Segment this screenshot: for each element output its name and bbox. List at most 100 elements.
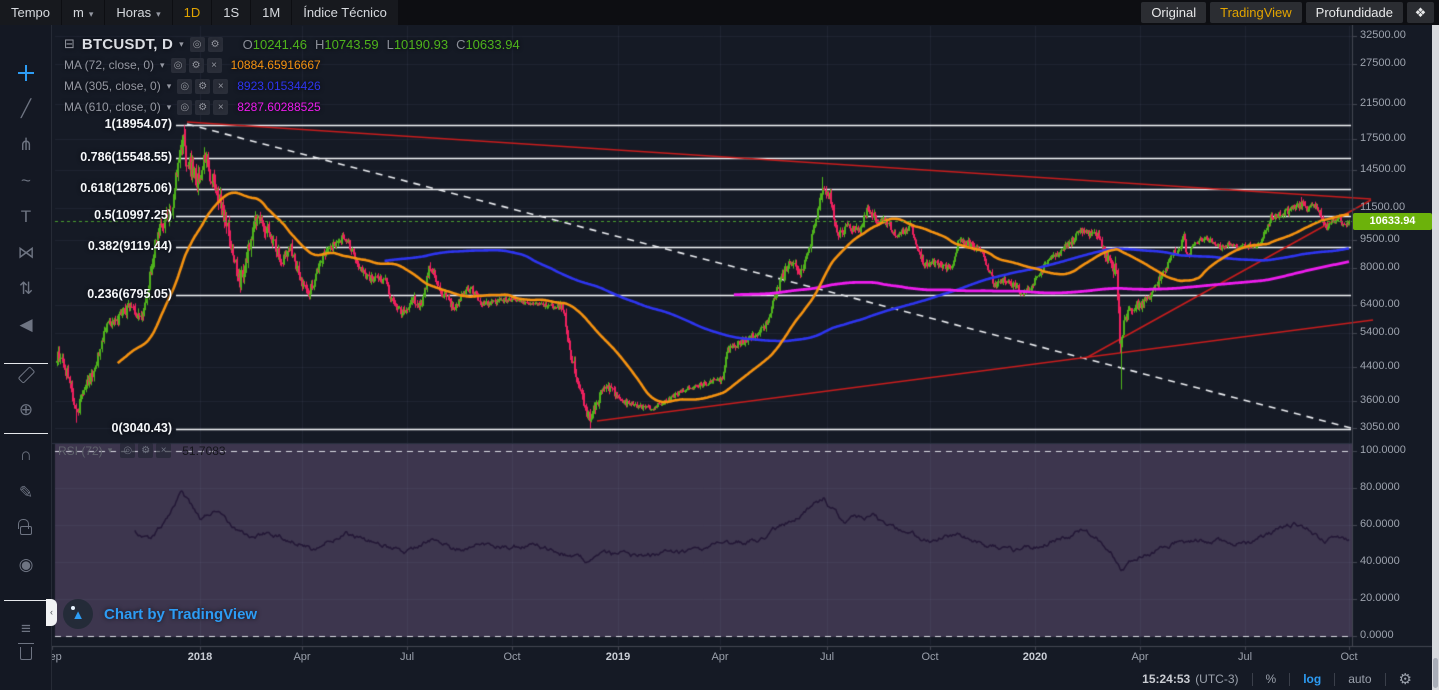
ma-hide-icon[interactable]: ◎ (177, 99, 193, 115)
gann-fib-tools-icon: ⋔ (18, 135, 34, 154)
price-tick-label: 21500.00 (1360, 97, 1406, 110)
ma-close-icon[interactable]: × (213, 78, 229, 94)
percent-scale-toggle[interactable]: % (1265, 672, 1277, 686)
time-tick-label: Apr (293, 651, 311, 663)
ma-value: 8923.01534426 (237, 79, 321, 93)
clock-time: 15:24:53 (1142, 672, 1191, 686)
topbar-item-label: Horas (116, 5, 152, 20)
tool-hide-drawings[interactable]: ◉ (0, 552, 52, 578)
view-button-original[interactable]: Original (1141, 2, 1207, 23)
ohlc-key: C (456, 36, 466, 52)
log-scale-toggle[interactable]: log (1303, 672, 1322, 686)
tool-arrow-back[interactable]: ◀ (0, 312, 52, 338)
ma-hide-icon[interactable]: ◎ (170, 57, 186, 73)
time-tick-label: Jul (399, 651, 415, 663)
scrollbar-thumb[interactable] (1433, 658, 1438, 688)
brush-icon: ~ (21, 171, 31, 190)
tool-trend-line[interactable]: ╱ (0, 96, 52, 122)
tool-magnet[interactable]: ∩ (0, 442, 52, 468)
toolbar-collapse-handle[interactable]: ‹ (46, 599, 57, 626)
ma-close-icon[interactable]: × (206, 57, 222, 73)
timezone[interactable]: (UTC-3) (1195, 672, 1239, 686)
topbar-item-indice-tecnico[interactable]: Índice Técnico (292, 0, 398, 25)
trend-line-icon: ╱ (20, 99, 32, 118)
tool-xabcd-pattern[interactable]: ⋈ (0, 240, 52, 266)
price-tick-label: 9500.00 (1360, 232, 1400, 245)
price-tick-label: 6400.00 (1360, 298, 1400, 311)
tradingview-branding[interactable]: ▲ Chart by TradingView (63, 599, 257, 629)
auto-scale-toggle[interactable]: auto (1348, 672, 1372, 686)
fib-level-label: 0.786(15548.55) (80, 150, 172, 165)
price-tick-label: 3600.00 (1360, 393, 1400, 406)
topbar-item-1s[interactable]: 1S (212, 0, 251, 25)
gear-icon[interactable]: ⚙ (1398, 671, 1412, 688)
fullscreen-icon[interactable]: ❖ (1407, 2, 1434, 23)
topbar-item-label: Índice Técnico (303, 5, 387, 20)
tool-text-tool[interactable]: T (0, 204, 52, 230)
collapse-pane-icon[interactable]: ⊟ (64, 36, 75, 51)
topbar-item-horas[interactable]: Horas ▾ (105, 0, 172, 25)
price-tick-label: 17500.00 (1360, 131, 1406, 144)
fib-level-label: 0.618(12875.06) (80, 181, 172, 196)
tool-remove-drawings[interactable] (0, 640, 52, 666)
tool-crosshair[interactable] (0, 59, 52, 85)
ma-close-icon[interactable]: × (213, 99, 229, 115)
tool-gann-fib-tools[interactable]: ⋔ (0, 132, 52, 158)
ma-settings-icon[interactable]: ⚙ (195, 78, 211, 94)
chevron-down-icon[interactable]: ▾ (166, 101, 172, 112)
tool-forecast-position[interactable]: ⇅ (0, 276, 52, 302)
topbar-item-label: 1D (183, 5, 201, 20)
tool-brush[interactable]: ~ (0, 168, 52, 194)
chart-legend: ⊟ BTCUSDT, D ▾ ◎ ⚙ O10241.46 H10743.59 L10190.9… (64, 34, 520, 118)
topbar-item-label: Tempo (11, 5, 51, 20)
xabcd-pattern-icon: ⋈ (17, 243, 35, 262)
topbar-item-tempo: Tempo (0, 0, 62, 25)
arrow-back-icon: ◀ (19, 315, 33, 334)
topbar-item-1m[interactable]: 1M (251, 0, 292, 25)
symbol-hide-icon[interactable]: ◎ (189, 36, 205, 52)
chevron-down-icon[interactable]: ▾ (107, 445, 113, 455)
rsi-hide-icon[interactable]: ◎ (120, 443, 136, 458)
chevron-down-icon[interactable]: ▾ (179, 38, 184, 49)
drawing-sync-icon: ✎ (18, 483, 34, 502)
branding-text[interactable]: Chart by TradingView (104, 605, 258, 623)
tool-object-tree[interactable]: ≡ (0, 616, 52, 642)
rsi-settings-icon[interactable]: ⚙ (138, 443, 154, 458)
price-tick-label: 8000.00 (1360, 261, 1400, 274)
price-tick-label: 27500.00 (1360, 56, 1406, 69)
page-scrollbar[interactable] (1432, 25, 1439, 690)
chevron-down-icon[interactable]: ▾ (166, 80, 172, 91)
tool-zoom-in[interactable]: ⊕ (0, 397, 52, 423)
ma-hide-icon[interactable]: ◎ (177, 78, 193, 94)
rsi-tick-label: 80.0000 (1360, 481, 1400, 493)
timeframe-toolbar: Tempo m ▾ Horas ▾ 1D 1S 1M Índice Técnico (0, 0, 399, 25)
ma-settings-icon[interactable]: ⚙ (195, 99, 211, 115)
separator (1251, 672, 1253, 686)
view-button-profundidade[interactable]: Profundidade (1305, 2, 1403, 23)
symbol-settings-icon[interactable]: ⚙ (207, 36, 223, 52)
lock-drawings-icon (18, 519, 32, 535)
time-tick-label: Jul (819, 651, 835, 663)
topbar-item-label: 1M (262, 5, 281, 20)
time-tick-label: Apr (1131, 651, 1149, 663)
ma-value: 8287.60288525 (237, 100, 321, 114)
rsi-legend: RSI (72) ▾ ◎ ⚙ × 51.7083 (58, 443, 226, 458)
time-tick-label: 2020 (1022, 651, 1048, 663)
chevron-down-icon[interactable]: ▾ (160, 59, 165, 70)
chevron-down-icon: ▾ (88, 9, 94, 19)
tool-drawing-sync[interactable]: ✎ (0, 480, 52, 506)
rsi-tick-label: 20.0000 (1360, 592, 1400, 604)
magnet-icon: ∩ (19, 445, 33, 464)
rsi-tick-label: 100.0000 (1360, 444, 1406, 456)
tool-ruler-measure[interactable] (0, 361, 52, 387)
chart-status-bar: 15:24:53 (UTC-3) % log auto ⚙ (1142, 669, 1412, 689)
price-tick-label: 5400.00 (1360, 326, 1400, 339)
rsi-close-icon[interactable]: × (156, 443, 172, 458)
topbar-item-1d[interactable]: 1D (172, 0, 212, 25)
topbar-item-minutes[interactable]: m ▾ (62, 0, 105, 25)
symbol-title[interactable]: BTCUSDT, D (81, 35, 174, 53)
tool-lock-drawings[interactable] (0, 515, 52, 541)
view-button-tradingview[interactable]: TradingView (1210, 2, 1302, 23)
ma-settings-icon[interactable]: ⚙ (188, 57, 204, 73)
